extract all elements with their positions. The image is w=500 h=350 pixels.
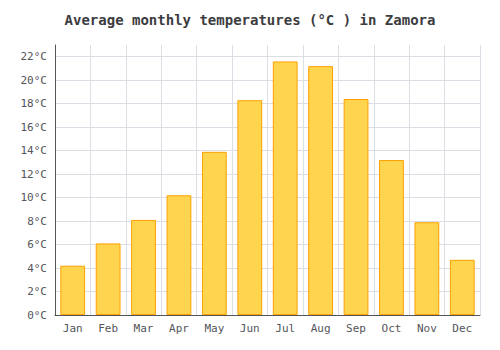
svg-text:14°C: 14°C (21, 144, 48, 157)
svg-text:Jun: Jun (240, 322, 260, 335)
svg-text:4°C: 4°C (27, 262, 47, 275)
svg-text:18°C: 18°C (21, 97, 48, 110)
svg-text:6°C: 6°C (27, 238, 47, 251)
svg-text:0°C: 0°C (27, 309, 47, 322)
svg-text:22°C: 22°C (21, 50, 48, 63)
svg-text:Aug: Aug (311, 322, 331, 335)
svg-text:12°C: 12°C (21, 168, 48, 181)
svg-text:16°C: 16°C (21, 121, 48, 134)
svg-text:Jul: Jul (275, 322, 295, 335)
svg-text:10°C: 10°C (21, 191, 48, 204)
svg-text:Dec: Dec (452, 322, 472, 335)
svg-text:20°C: 20°C (21, 74, 48, 87)
svg-text:8°C: 8°C (27, 215, 47, 228)
svg-text:Jan: Jan (63, 322, 83, 335)
svg-text:May: May (204, 322, 224, 335)
svg-text:Mar: Mar (134, 322, 154, 335)
svg-text:Average monthly temperatures (: Average monthly temperatures (°C ) in Za… (65, 12, 436, 28)
svg-text:Apr: Apr (169, 322, 189, 335)
svg-text:2°C: 2°C (27, 285, 47, 298)
svg-text:Feb: Feb (98, 322, 118, 335)
svg-text:Sep: Sep (346, 322, 366, 335)
svg-text:Oct: Oct (382, 322, 402, 335)
svg-text:Nov: Nov (417, 322, 437, 335)
